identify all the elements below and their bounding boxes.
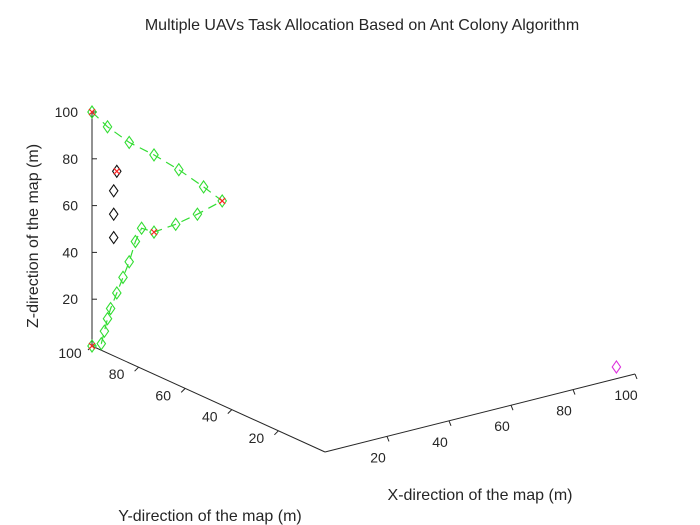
y-axis-line xyxy=(91,345,326,453)
data-point xyxy=(130,234,141,249)
x-tick-label: 40 xyxy=(432,434,448,450)
data-point xyxy=(96,336,107,351)
chart-title: Multiple UAVs Task Allocation Based on A… xyxy=(145,17,579,34)
data-point xyxy=(108,207,119,222)
data-point xyxy=(173,162,184,177)
data-point xyxy=(102,119,113,134)
x-tick-mark xyxy=(448,420,452,426)
data-point xyxy=(118,270,128,285)
data-point xyxy=(108,230,119,245)
z-tick-label: 60 xyxy=(62,198,78,214)
y-tick-mark xyxy=(227,409,233,414)
axes-3d xyxy=(87,111,638,453)
route-line xyxy=(91,111,224,347)
data-point xyxy=(105,301,116,316)
data-point xyxy=(124,254,135,269)
x-tick-label: 80 xyxy=(556,403,572,419)
y-tick-label: 80 xyxy=(109,366,125,382)
x-tick-label: 100 xyxy=(614,387,638,403)
x-axis-line xyxy=(324,373,636,453)
data-marks xyxy=(87,105,622,374)
task-marker xyxy=(88,342,96,350)
y-tick-mark xyxy=(134,366,139,372)
x-tick-label: 20 xyxy=(370,449,386,465)
data-point xyxy=(124,135,135,150)
x-tick-mark xyxy=(634,373,638,380)
data-point xyxy=(136,221,147,236)
x-tick-mark xyxy=(510,405,514,411)
task-marker xyxy=(150,228,158,236)
task-marker xyxy=(113,167,121,175)
data-point xyxy=(149,147,159,162)
data-point xyxy=(99,324,110,339)
z-axis-label: Z-direction of the map (m) xyxy=(25,144,42,328)
x-tick-label: 60 xyxy=(494,418,510,434)
y-tick-label: 20 xyxy=(249,430,265,446)
task-marker xyxy=(88,108,96,116)
data-point xyxy=(108,183,119,198)
x-tick-mark xyxy=(572,389,576,395)
task-marker xyxy=(218,197,226,205)
tick-labels: 20 20 20 40 40 40 60 60 60 80 80 80 100 100 100 xyxy=(55,104,638,465)
x-axis-label: X-direction of the map (m) xyxy=(388,487,573,504)
y-tick-label: 60 xyxy=(155,387,171,403)
z-tick-label: 100 xyxy=(55,104,79,120)
data-point xyxy=(111,286,122,300)
data-point xyxy=(192,207,203,222)
z-tick-label: 40 xyxy=(62,244,78,260)
data-point xyxy=(102,311,113,326)
y-tick-mark xyxy=(274,430,279,436)
x-tick-mark xyxy=(386,436,390,442)
z-tick-label: 80 xyxy=(62,151,78,167)
data-point xyxy=(611,360,622,374)
y-tick-label: 100 xyxy=(58,345,82,361)
data-point xyxy=(170,217,181,232)
data-point xyxy=(198,179,209,194)
y-axis-label: Y-direction of the map (m) xyxy=(118,508,301,525)
y-tick-label: 40 xyxy=(202,409,218,425)
z-tick-label: 20 xyxy=(62,291,78,307)
y-tick-mark xyxy=(180,388,186,393)
